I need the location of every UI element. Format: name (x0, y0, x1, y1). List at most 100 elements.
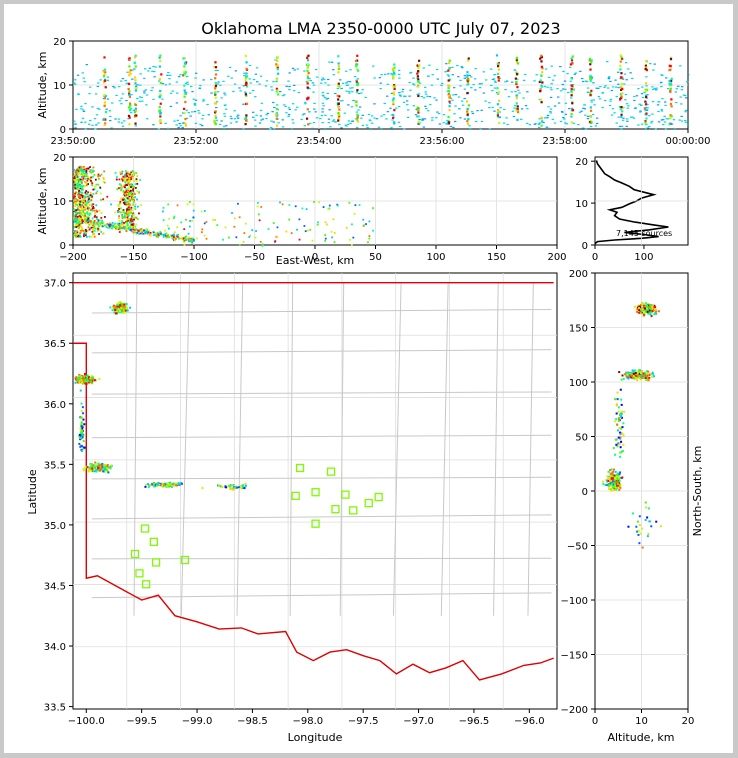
time-altitude-source (219, 84, 222, 86)
time-altitude-source (183, 89, 186, 92)
time-altitude-source (153, 71, 156, 73)
east-west-source (129, 180, 132, 183)
time-altitude-source (288, 85, 291, 88)
time-altitude-source (348, 81, 352, 83)
north-south-source (630, 374, 633, 377)
map-source (234, 486, 237, 489)
time-altitude-source (254, 125, 257, 127)
time-altitude-source (301, 114, 305, 116)
time-altitude-source (538, 122, 542, 124)
time-altitude-source (416, 93, 419, 95)
time-altitude-source (166, 127, 170, 130)
time-altitude-source (182, 74, 185, 77)
time-altitude-source (440, 84, 443, 87)
map-source (122, 305, 125, 308)
east-west-source (93, 227, 95, 230)
time-altitude-source (446, 74, 450, 76)
time-altitude-source (541, 71, 544, 74)
county-boundaries (73, 273, 557, 709)
time-altitude-source (643, 91, 646, 93)
time-altitude-source (620, 55, 623, 59)
north-south-source (620, 398, 623, 401)
map-xtick-label: −98.5 (237, 716, 268, 727)
east-west-source (84, 203, 87, 206)
east-west-source (134, 196, 136, 198)
time-altitude-source (150, 89, 153, 92)
east-west-source (82, 176, 85, 179)
county-line (133, 282, 138, 616)
time-altitude-source (492, 78, 496, 80)
time-altitude-source (383, 102, 386, 105)
north-south-source (648, 309, 651, 312)
time-altitude-source (610, 114, 614, 116)
time-altitude-source (260, 119, 263, 121)
east-west-source (97, 175, 100, 178)
north-south-source (602, 483, 605, 486)
histogram-ytick-label: 10 (575, 199, 588, 210)
east-west-source (120, 224, 123, 227)
time-altitude-source (356, 68, 359, 71)
time-altitude-source (183, 84, 186, 87)
east-west-source (128, 205, 131, 208)
time-altitude-source (619, 64, 622, 67)
county-line (180, 282, 190, 616)
north-south-source (638, 311, 641, 314)
east-west-source (127, 202, 130, 205)
time-altitude-source (393, 122, 396, 125)
east-west-source (126, 207, 129, 209)
east-west-source (82, 220, 84, 223)
time-altitude-source (84, 121, 87, 123)
east-west-source (128, 177, 131, 180)
east-west-source (134, 225, 137, 228)
time-altitude-source (191, 111, 194, 113)
north-south-source (619, 436, 622, 439)
east-west-source (78, 180, 81, 183)
north-south-source (637, 533, 640, 536)
time-altitude-source (392, 91, 395, 94)
time-altitude-source (639, 111, 642, 113)
east-west-source (212, 219, 215, 221)
east-west-source (162, 219, 165, 222)
time-altitude-source (395, 107, 398, 109)
east-west-source (145, 231, 148, 234)
time-altitude-source (115, 94, 118, 96)
north-south-source (606, 481, 609, 484)
east-west-source (189, 201, 191, 203)
time-altitude-source (343, 112, 347, 114)
time-altitude-source (316, 76, 319, 78)
time-altitude-source (171, 90, 174, 92)
time-altitude-source (106, 98, 110, 100)
time-altitude-source (431, 117, 434, 119)
time-altitude-source (632, 117, 636, 119)
time-altitude-source (467, 82, 470, 86)
map-xtick-label: −96.0 (514, 716, 545, 727)
time-altitude-source (516, 110, 520, 114)
time-altitude-source (570, 127, 574, 130)
east-west-source (136, 190, 139, 193)
time-altitude-source (417, 93, 421, 95)
north-south-source (625, 371, 628, 374)
time-altitude-source (621, 106, 624, 109)
time-altitude-source (223, 115, 227, 117)
time-altitude-source (571, 108, 575, 112)
time-altitude-source (214, 102, 218, 105)
time-altitude-source (461, 67, 464, 69)
east-west-source (93, 230, 96, 232)
time-altitude-source (445, 63, 448, 65)
time-altitude-source (287, 80, 290, 82)
time-altitude-source (648, 115, 651, 117)
time-altitude-xtick-label: 23:52:00 (174, 136, 219, 147)
time-altitude-source (668, 68, 671, 72)
time-altitude-source (194, 122, 198, 124)
time-altitude-source (539, 57, 542, 60)
time-altitude-source (244, 122, 247, 126)
altitude-histogram-line (594, 160, 669, 245)
time-altitude-source (337, 117, 340, 120)
east-west-source (88, 204, 91, 206)
east-west-source (118, 215, 121, 217)
time-altitude-source (186, 83, 189, 85)
east-west-source (89, 223, 92, 225)
map-source (147, 486, 150, 489)
map-source (88, 376, 91, 379)
time-altitude-source (169, 74, 172, 76)
